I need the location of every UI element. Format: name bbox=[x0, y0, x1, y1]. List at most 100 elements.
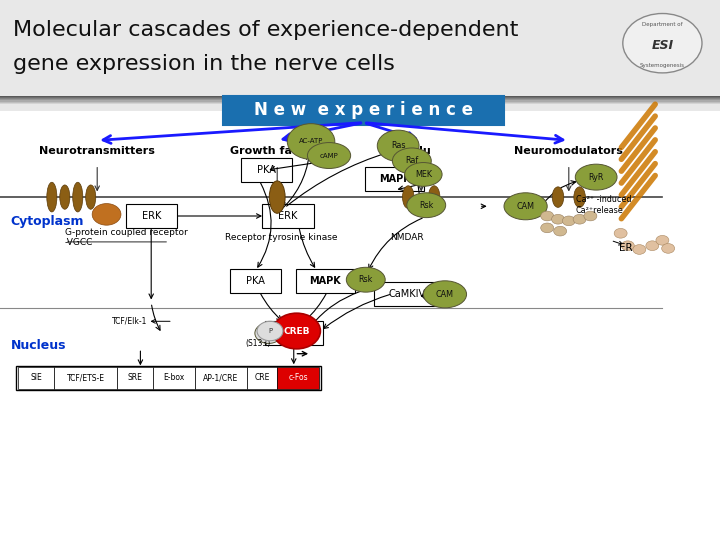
Text: c-Fos: c-Fos bbox=[288, 374, 308, 382]
Circle shape bbox=[662, 244, 675, 253]
Circle shape bbox=[541, 211, 554, 221]
Text: Nucleus: Nucleus bbox=[11, 339, 66, 352]
Text: TCF/ETS-E: TCF/ETS-E bbox=[67, 374, 104, 382]
FancyBboxPatch shape bbox=[0, 98, 720, 106]
Text: ERK: ERK bbox=[279, 211, 297, 221]
FancyBboxPatch shape bbox=[54, 367, 117, 389]
FancyBboxPatch shape bbox=[265, 321, 323, 345]
Ellipse shape bbox=[428, 186, 440, 208]
FancyBboxPatch shape bbox=[153, 367, 195, 389]
Text: Rsk: Rsk bbox=[419, 201, 433, 210]
FancyBboxPatch shape bbox=[374, 282, 439, 306]
Text: AP-1/CRE: AP-1/CRE bbox=[204, 374, 238, 382]
FancyBboxPatch shape bbox=[0, 0, 720, 97]
Text: PKA: PKA bbox=[257, 165, 276, 175]
Text: E-box: E-box bbox=[163, 374, 185, 382]
FancyBboxPatch shape bbox=[195, 367, 247, 389]
Circle shape bbox=[633, 245, 646, 254]
Text: PKA: PKA bbox=[246, 276, 265, 286]
Text: Growth factors: Growth factors bbox=[230, 146, 324, 156]
Text: AC-ATP: AC-ATP bbox=[299, 138, 323, 145]
Ellipse shape bbox=[60, 185, 70, 209]
Circle shape bbox=[554, 226, 567, 236]
Text: Neurotransmitters: Neurotransmitters bbox=[40, 146, 155, 156]
FancyBboxPatch shape bbox=[0, 96, 720, 104]
Text: Ras: Ras bbox=[391, 141, 405, 150]
Ellipse shape bbox=[423, 281, 467, 308]
Ellipse shape bbox=[255, 323, 282, 343]
Text: CAM: CAM bbox=[436, 290, 454, 299]
FancyBboxPatch shape bbox=[223, 96, 504, 125]
FancyBboxPatch shape bbox=[117, 367, 153, 389]
Ellipse shape bbox=[405, 163, 442, 186]
FancyBboxPatch shape bbox=[0, 97, 720, 105]
FancyBboxPatch shape bbox=[0, 104, 720, 111]
Ellipse shape bbox=[47, 183, 57, 212]
Circle shape bbox=[562, 216, 575, 226]
Text: P: P bbox=[268, 328, 272, 334]
FancyBboxPatch shape bbox=[18, 367, 54, 389]
Text: SIE: SIE bbox=[30, 374, 42, 382]
Ellipse shape bbox=[504, 193, 547, 220]
Text: Cytoplasm: Cytoplasm bbox=[11, 215, 84, 228]
Circle shape bbox=[541, 223, 554, 233]
Text: MEK: MEK bbox=[415, 170, 432, 179]
FancyBboxPatch shape bbox=[125, 204, 177, 228]
FancyBboxPatch shape bbox=[0, 103, 720, 110]
Circle shape bbox=[656, 235, 669, 245]
Circle shape bbox=[623, 14, 702, 73]
Text: ER: ER bbox=[619, 244, 633, 253]
Ellipse shape bbox=[392, 148, 431, 174]
Text: NMDAR: NMDAR bbox=[390, 233, 424, 242]
Text: Department of: Department of bbox=[642, 22, 683, 27]
Text: N e w  e x p e r i e n c e: N e w e x p e r i e n c e bbox=[254, 102, 473, 119]
Text: G-protein coupled receptor
-VGCC: G-protein coupled receptor -VGCC bbox=[65, 228, 187, 247]
Text: SRE: SRE bbox=[128, 374, 143, 382]
Text: Rsk: Rsk bbox=[359, 275, 373, 284]
Text: RyR: RyR bbox=[588, 173, 604, 181]
Text: P: P bbox=[266, 329, 271, 338]
FancyBboxPatch shape bbox=[297, 269, 355, 293]
FancyBboxPatch shape bbox=[366, 167, 423, 191]
FancyBboxPatch shape bbox=[247, 367, 277, 389]
FancyBboxPatch shape bbox=[16, 366, 321, 390]
Text: Neuromodulators: Neuromodulators bbox=[514, 146, 624, 156]
FancyBboxPatch shape bbox=[277, 367, 319, 389]
FancyBboxPatch shape bbox=[0, 102, 720, 109]
Text: MAPK: MAPK bbox=[379, 174, 410, 184]
Ellipse shape bbox=[402, 186, 414, 208]
Text: MAPK: MAPK bbox=[310, 276, 341, 286]
FancyBboxPatch shape bbox=[0, 99, 720, 107]
Ellipse shape bbox=[574, 187, 585, 207]
Ellipse shape bbox=[269, 181, 285, 213]
Circle shape bbox=[646, 241, 659, 251]
Text: CREB: CREB bbox=[281, 328, 307, 338]
Text: CAM: CAM bbox=[517, 202, 534, 211]
Circle shape bbox=[92, 204, 121, 225]
Ellipse shape bbox=[377, 130, 419, 161]
FancyBboxPatch shape bbox=[0, 100, 720, 108]
Text: CRE: CRE bbox=[254, 374, 270, 382]
Text: CREB: CREB bbox=[284, 327, 310, 335]
Ellipse shape bbox=[287, 124, 335, 159]
Ellipse shape bbox=[73, 183, 83, 212]
Ellipse shape bbox=[346, 267, 385, 292]
Circle shape bbox=[614, 228, 627, 238]
Text: TCF/Elk-1: TCF/Elk-1 bbox=[112, 317, 147, 326]
Circle shape bbox=[573, 214, 586, 224]
Ellipse shape bbox=[86, 185, 96, 209]
Text: ESI: ESI bbox=[652, 39, 673, 52]
Ellipse shape bbox=[407, 193, 446, 218]
Text: Ca²⁺ -induced
Ca²⁺release: Ca²⁺ -induced Ca²⁺release bbox=[576, 195, 631, 215]
Ellipse shape bbox=[552, 187, 564, 207]
Circle shape bbox=[273, 313, 320, 349]
Text: Raf: Raf bbox=[405, 157, 418, 165]
Text: Glu: Glu bbox=[411, 146, 431, 156]
Text: Molecular cascades of experience-dependent: Molecular cascades of experience-depende… bbox=[13, 20, 518, 40]
Text: Systemogenesis: Systemogenesis bbox=[640, 63, 685, 69]
Text: Receptor tyrosine kinase: Receptor tyrosine kinase bbox=[225, 233, 338, 242]
FancyBboxPatch shape bbox=[230, 269, 282, 293]
Circle shape bbox=[552, 214, 564, 224]
FancyBboxPatch shape bbox=[240, 158, 292, 182]
Text: cAMP: cAMP bbox=[320, 152, 338, 159]
